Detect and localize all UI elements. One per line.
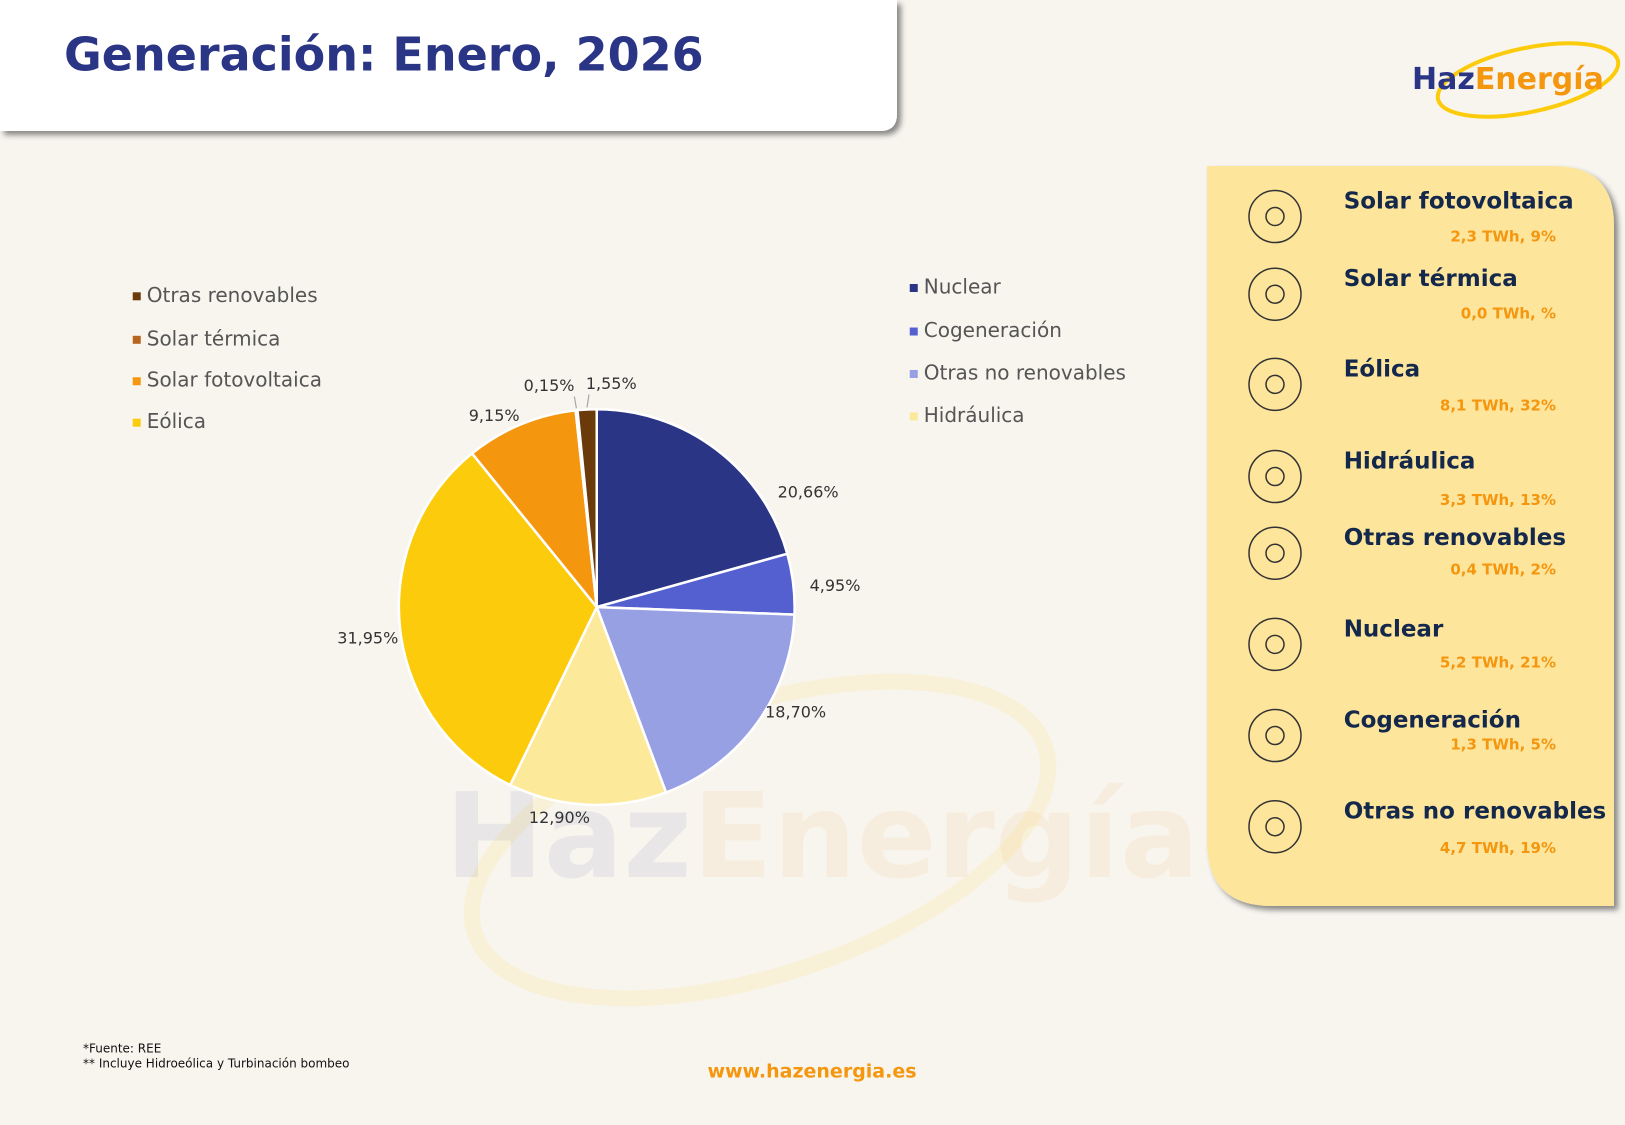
data-label: 4,95% (810, 576, 861, 595)
icon (1265, 466, 1285, 487)
icon (1248, 617, 1302, 672)
item-title: Eólica (1344, 356, 1420, 382)
legend-swatch (909, 369, 918, 378)
legend-label: Solar térmica (147, 326, 281, 350)
legend-swatch (132, 335, 141, 344)
item-title: Nuclear (1344, 616, 1444, 642)
legend-label: Solar fotovoltaica (147, 368, 322, 392)
icon (1265, 374, 1285, 395)
data-label: 31,95% (337, 629, 398, 648)
header-box (0, 0, 897, 131)
legend-label: Nuclear (924, 275, 1002, 299)
data-label: 12,90% (529, 808, 590, 827)
item-detail: 3,3 TWh, 13% (1440, 491, 1556, 509)
logo-swoosh (1435, 41, 1621, 119)
icon (1248, 189, 1302, 244)
icon (1248, 708, 1302, 763)
item-title: Solar térmica (1344, 266, 1518, 292)
watermark-part: Energía (692, 767, 1199, 905)
data-label: 9,15% (469, 406, 520, 425)
legend-swatch (132, 292, 141, 301)
item-title: Otras renovables (1344, 525, 1566, 551)
icon (1248, 357, 1302, 412)
icon (1248, 267, 1302, 321)
title: Generación: Enero, 2026 (64, 28, 704, 82)
website[interactable]: www.hazenergia.es (707, 1061, 916, 1083)
legend-label: Hidráulica (924, 403, 1025, 427)
logo-part: Energía (1475, 62, 1604, 97)
legend-label: Cogeneración (924, 318, 1062, 342)
panel-items: Solar fotovoltaica 2,3 TWh, 9% Solar térmi… (1248, 189, 1607, 857)
item-detail: 0,0 TWh, % (1461, 304, 1556, 322)
pie-slice (595, 407, 789, 609)
pie-slice (508, 603, 668, 807)
legend-label: Eólica (147, 409, 206, 433)
icon (1265, 284, 1285, 304)
legend-swatch (909, 284, 918, 293)
legend-label: Otras no renovables (924, 360, 1126, 384)
logo-part: Haz (1412, 62, 1475, 97)
data-label: 0,15% (524, 376, 575, 395)
data-label: 20,66% (778, 483, 839, 502)
item-detail: 8,1 TWh, 32% (1440, 397, 1556, 415)
footnote: *Fuente: REE (83, 1042, 161, 1056)
pie-slice (576, 407, 598, 608)
pie-slice (594, 605, 796, 795)
icon (1265, 725, 1285, 746)
data-label: 18,70% (765, 702, 826, 721)
icon (1248, 526, 1302, 580)
legend-swatch (909, 412, 918, 421)
leader-line (573, 396, 577, 409)
footnote: ** Incluye Hidroeólica y Turbinación bom… (83, 1057, 350, 1071)
item-detail: 2,3 TWh, 9% (1450, 228, 1556, 246)
icon (1248, 449, 1302, 504)
item-title: Solar fotovoltaica (1344, 189, 1574, 215)
item-detail: 5,2 TWh, 21% (1440, 654, 1556, 672)
leader-line (586, 394, 590, 408)
data-label: 1,55% (586, 374, 637, 393)
logo: HazEnergía (1412, 62, 1604, 97)
legend-swatch (132, 377, 141, 386)
icon (1265, 206, 1285, 227)
legend-swatch (132, 418, 141, 427)
legend-swatch (909, 327, 918, 336)
icon (1265, 816, 1285, 837)
icon (1265, 634, 1285, 655)
item-title: Otras no renovables (1344, 799, 1607, 825)
item-detail: 1,3 TWh, 5% (1450, 735, 1556, 753)
item-title: Cogeneración (1344, 708, 1521, 734)
panel (1207, 166, 1614, 906)
pie-chart: 20,66% 4,95% 18,70% 12,90% 31,95% 9,15%0,15% 1… (132, 275, 1126, 827)
legend-label: Otras renovables (147, 283, 318, 307)
icon (1248, 799, 1302, 854)
item-detail: 0,4 TWh, 2% (1450, 560, 1556, 578)
icon (1265, 543, 1285, 563)
item-title: Hidráulica (1344, 449, 1476, 475)
item-detail: 4,7 TWh, 19% (1440, 839, 1556, 857)
pie-slice (470, 408, 599, 612)
pie-slice (397, 451, 599, 787)
